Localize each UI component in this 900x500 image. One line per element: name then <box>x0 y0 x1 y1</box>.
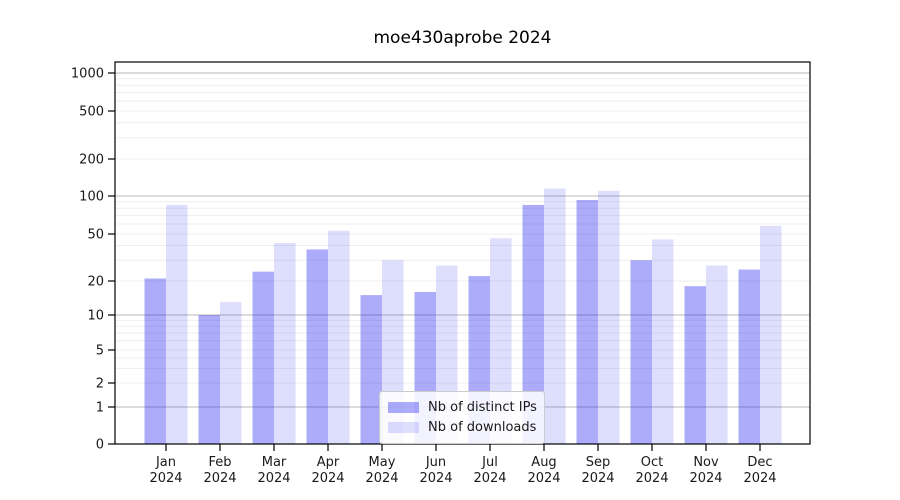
bar-jan-nb-of-distinct-ips <box>144 278 166 444</box>
x-tick-label-month: Feb <box>208 455 231 470</box>
y-tick-label: 20 <box>87 275 104 290</box>
y-tick-label: 1 <box>96 401 104 416</box>
x-tick-label-year: 2024 <box>203 471 236 486</box>
x-tick-label-month: Aug <box>531 455 556 470</box>
bar-nov-nb-of-downloads <box>706 265 728 444</box>
y-tick-label: 5 <box>96 344 104 359</box>
legend-item: Nb of downloads <box>388 417 536 437</box>
bar-oct-nb-of-distinct-ips <box>630 260 652 444</box>
x-tick-label-month: Jul <box>481 455 498 470</box>
x-tick-label-month: Mar <box>262 455 287 470</box>
bar-jan-nb-of-downloads <box>166 204 188 444</box>
x-tick-label-year: 2024 <box>419 471 452 486</box>
y-tick-label: 50 <box>87 228 104 243</box>
x-tick-label-year: 2024 <box>527 471 560 486</box>
x-tick-label-month: Nov <box>693 455 719 470</box>
legend-item: Nb of distinct IPs <box>388 397 537 417</box>
y-tick-label: 0 <box>96 438 104 453</box>
bar-oct-nb-of-downloads <box>652 239 674 444</box>
x-tick-label-year: 2024 <box>635 471 668 486</box>
y-tick-label: 200 <box>79 153 104 168</box>
bar-sep-nb-of-downloads <box>598 190 620 444</box>
x-tick-label-month: Apr <box>317 455 340 470</box>
x-tick-label-month: Jun <box>425 455 446 470</box>
x-tick-label-month: Sep <box>586 455 611 470</box>
bar-feb-nb-of-downloads <box>220 302 242 444</box>
bar-may-nb-of-distinct-ips <box>360 295 382 444</box>
x-tick-label-year: 2024 <box>689 471 722 486</box>
bar-dec-nb-of-distinct-ips <box>738 269 760 444</box>
y-tick-label: 100 <box>79 190 104 205</box>
y-tick-label: 1000 <box>71 67 104 82</box>
legend-label: Nb of distinct IPs <box>428 399 537 415</box>
x-tick-label-year: 2024 <box>149 471 182 486</box>
bar-mar-nb-of-distinct-ips <box>252 271 274 444</box>
y-tick-label: 2 <box>96 377 104 392</box>
bar-apr-nb-of-distinct-ips <box>306 249 328 444</box>
x-tick-label-year: 2024 <box>257 471 290 486</box>
bar-nov-nb-of-distinct-ips <box>684 286 706 444</box>
x-tick-label-year: 2024 <box>311 471 344 486</box>
legend-label: Nb of downloads <box>428 419 537 435</box>
x-tick-label-year: 2024 <box>473 471 506 486</box>
x-tick-label-year: 2024 <box>743 471 776 486</box>
legend-swatch-distinct-ips-icon <box>388 401 419 413</box>
y-tick-label: 10 <box>87 309 104 324</box>
legend: Nb of distinct IPs Nb of downloads <box>379 391 545 444</box>
axis-frame <box>114 61 811 445</box>
bar-dec-nb-of-downloads <box>760 225 782 444</box>
x-tick-label-month: Dec <box>747 455 772 470</box>
x-tick-label-month: Jan <box>155 455 176 470</box>
x-tick-label-year: 2024 <box>365 471 398 486</box>
bar-sep-nb-of-distinct-ips <box>576 199 598 444</box>
bar-mar-nb-of-downloads <box>274 242 296 444</box>
bar-feb-nb-of-distinct-ips <box>198 315 220 444</box>
bar-aug-nb-of-downloads <box>544 188 566 444</box>
y-tick-label: 500 <box>79 105 104 120</box>
chart-title: moe430aprobe 2024 <box>373 28 552 48</box>
x-tick-label-month: May <box>369 455 396 470</box>
x-tick-label-year: 2024 <box>581 471 614 486</box>
x-tick-label-month: Oct <box>641 455 663 470</box>
bar-apr-nb-of-downloads <box>328 230 350 444</box>
bar-aug-nb-of-distinct-ips <box>522 204 544 444</box>
legend-swatch-downloads-icon <box>388 421 419 433</box>
